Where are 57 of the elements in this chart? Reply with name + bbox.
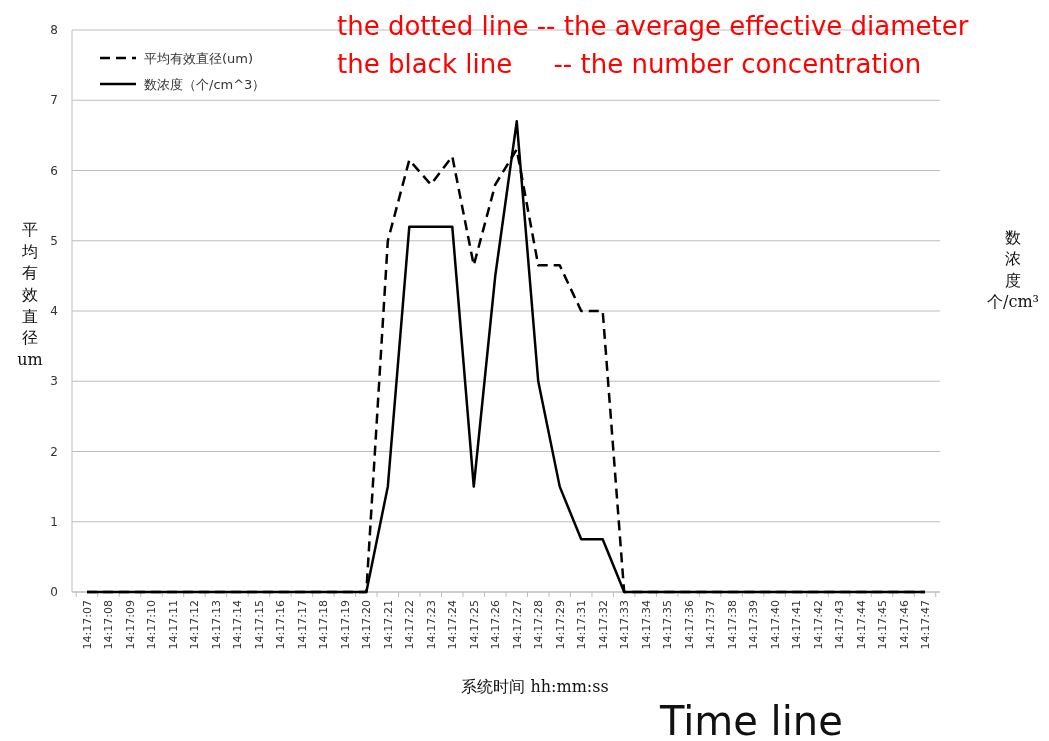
y-tick-label: 5 xyxy=(50,233,58,248)
y2-axis-title: 数浓度个/cm³ xyxy=(987,227,1039,312)
x-tick-label: 14:17:37 xyxy=(704,600,718,650)
x-tick-label: 14:17:36 xyxy=(682,600,696,650)
x-tick-label: 14:17:12 xyxy=(188,600,202,650)
x-tick-label: 14:17:08 xyxy=(102,600,116,650)
y-axis-title: 平均有效直径um xyxy=(17,220,43,369)
x-tick-label: 14:17:27 xyxy=(510,600,524,650)
x-tick-label: 14:17:22 xyxy=(403,600,417,650)
x-tick-label: 14:17:25 xyxy=(467,600,481,650)
x-tick-label: 14:17:18 xyxy=(317,600,331,650)
legend-label: 数浓度（个/cm^3） xyxy=(144,77,266,92)
x-tick-label: 14:17:44 xyxy=(854,600,868,650)
y-tick-label: 0 xyxy=(50,585,58,599)
x-tick-label: 14:17:16 xyxy=(274,600,288,650)
legend-label: 平均有效直径(um) xyxy=(144,51,254,66)
x-tick-label: 14:17:39 xyxy=(747,600,761,650)
x-tick-label: 14:17:45 xyxy=(876,600,890,650)
x-tick-label: 14:17:28 xyxy=(532,600,546,650)
x-tick-label: 14:17:38 xyxy=(725,600,739,650)
x-tick-label: 14:17:29 xyxy=(553,600,567,650)
y-tick-label: 3 xyxy=(50,374,58,389)
y-tick-label: 4 xyxy=(50,304,58,318)
x-tick-label: 14:17:09 xyxy=(123,600,137,650)
x-tick-label: 14:17:32 xyxy=(596,600,610,650)
x-tick-label: 14:17:26 xyxy=(489,600,503,650)
x-tick-label: 14:17:40 xyxy=(768,600,782,650)
x-tick-label: 14:17:47 xyxy=(919,600,932,650)
x-tick-label: 14:17:23 xyxy=(424,600,438,650)
x-tick-label: 14:17:41 xyxy=(790,600,804,650)
x-tick-label: 14:17:34 xyxy=(639,600,653,650)
x-tick-label: 14:17:42 xyxy=(811,600,825,650)
x-tick-label: 14:17:31 xyxy=(575,600,589,650)
y-tick-label: 2 xyxy=(50,444,58,459)
y-tick-label: 7 xyxy=(50,93,58,108)
x-axis-title: 系统时间 hh:mm:ss xyxy=(461,677,609,696)
x-tick-label: 14:17:46 xyxy=(897,600,911,650)
x-tick-label: 14:17:43 xyxy=(833,600,847,650)
annotation: the dotted line -- the average effective diameter xyxy=(337,11,969,41)
y-tick-label: 8 xyxy=(50,23,58,37)
text: Time line xyxy=(659,698,843,741)
x-tick-label: 14:17:10 xyxy=(145,600,159,650)
x-tick-label: 14:17:15 xyxy=(252,600,266,650)
y-tick-label: 6 xyxy=(50,163,58,178)
x-tick-label: 14:17:13 xyxy=(209,600,223,650)
x-tick-label: 14:17:19 xyxy=(338,600,352,650)
annotation: the black line -- the number concentration xyxy=(337,49,922,79)
x-tick-label: 14:17:17 xyxy=(295,600,309,650)
x-tick-label: 14:17:11 xyxy=(166,600,180,650)
x-tick-label: 14:17:33 xyxy=(618,600,632,650)
x-tick-label: 14:17:24 xyxy=(446,600,460,650)
x-tick-label: 14:17:20 xyxy=(360,600,374,650)
y-tick-label: 1 xyxy=(50,514,58,529)
x-tick-label: 14:17:07 xyxy=(81,600,94,650)
x-tick-label: 14:17:35 xyxy=(661,600,675,650)
x-tick-label: 14:17:14 xyxy=(231,600,245,650)
x-tick-label: 14:17:21 xyxy=(381,600,395,650)
